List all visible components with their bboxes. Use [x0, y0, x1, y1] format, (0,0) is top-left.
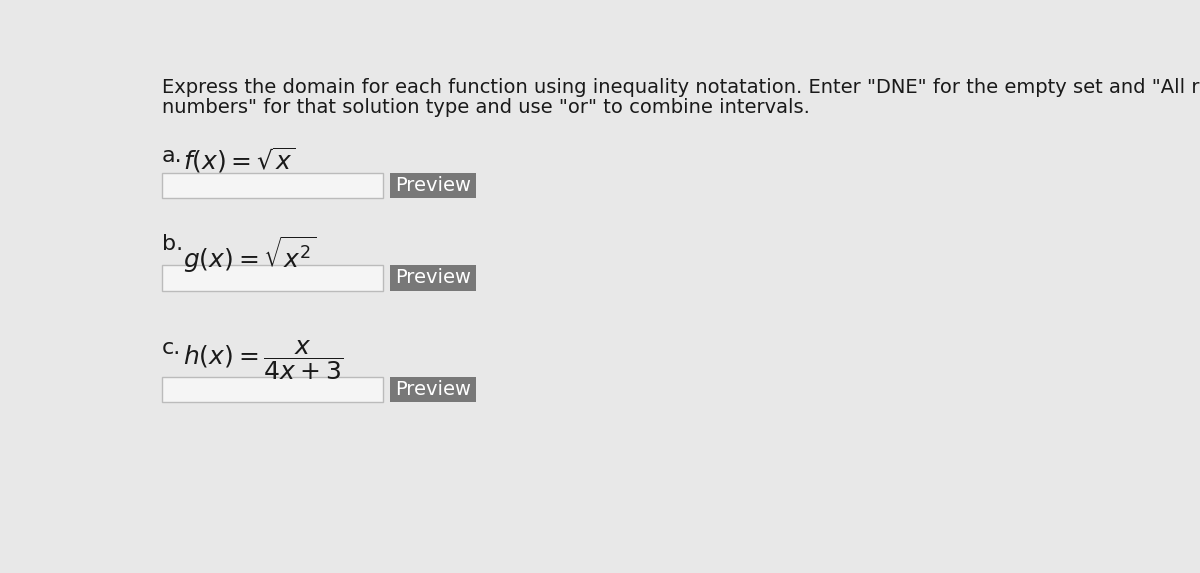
Text: $g(x) = \sqrt{x^2}$: $g(x) = \sqrt{x^2}$ [182, 234, 317, 275]
Text: Preview: Preview [395, 176, 470, 195]
Text: numbers" for that solution type and use "or" to combine intervals.: numbers" for that solution type and use … [162, 98, 810, 117]
Text: c.: c. [162, 338, 181, 358]
FancyBboxPatch shape [162, 172, 383, 198]
FancyBboxPatch shape [390, 265, 475, 291]
Text: Express the domain for each function using inequality notatation. Enter "DNE" fo: Express the domain for each function usi… [162, 78, 1200, 97]
FancyBboxPatch shape [162, 377, 383, 402]
Text: $f(x) = \sqrt{x}$: $f(x) = \sqrt{x}$ [182, 146, 295, 175]
Text: $h(x) = \dfrac{x}{4x+3}$: $h(x) = \dfrac{x}{4x+3}$ [182, 338, 343, 382]
FancyBboxPatch shape [162, 265, 383, 291]
FancyBboxPatch shape [390, 172, 475, 198]
Text: Preview: Preview [395, 380, 470, 399]
Text: Preview: Preview [395, 268, 470, 287]
Text: b.: b. [162, 234, 182, 254]
FancyBboxPatch shape [390, 377, 475, 402]
Text: a.: a. [162, 146, 182, 166]
